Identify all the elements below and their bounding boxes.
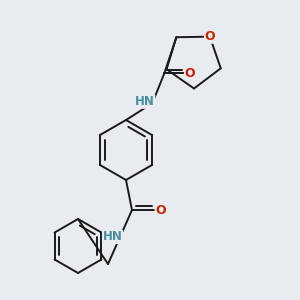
Text: O: O bbox=[205, 30, 215, 43]
Text: O: O bbox=[184, 67, 195, 80]
Text: HN: HN bbox=[103, 230, 122, 244]
Text: O: O bbox=[155, 203, 166, 217]
Text: HN: HN bbox=[135, 95, 155, 108]
